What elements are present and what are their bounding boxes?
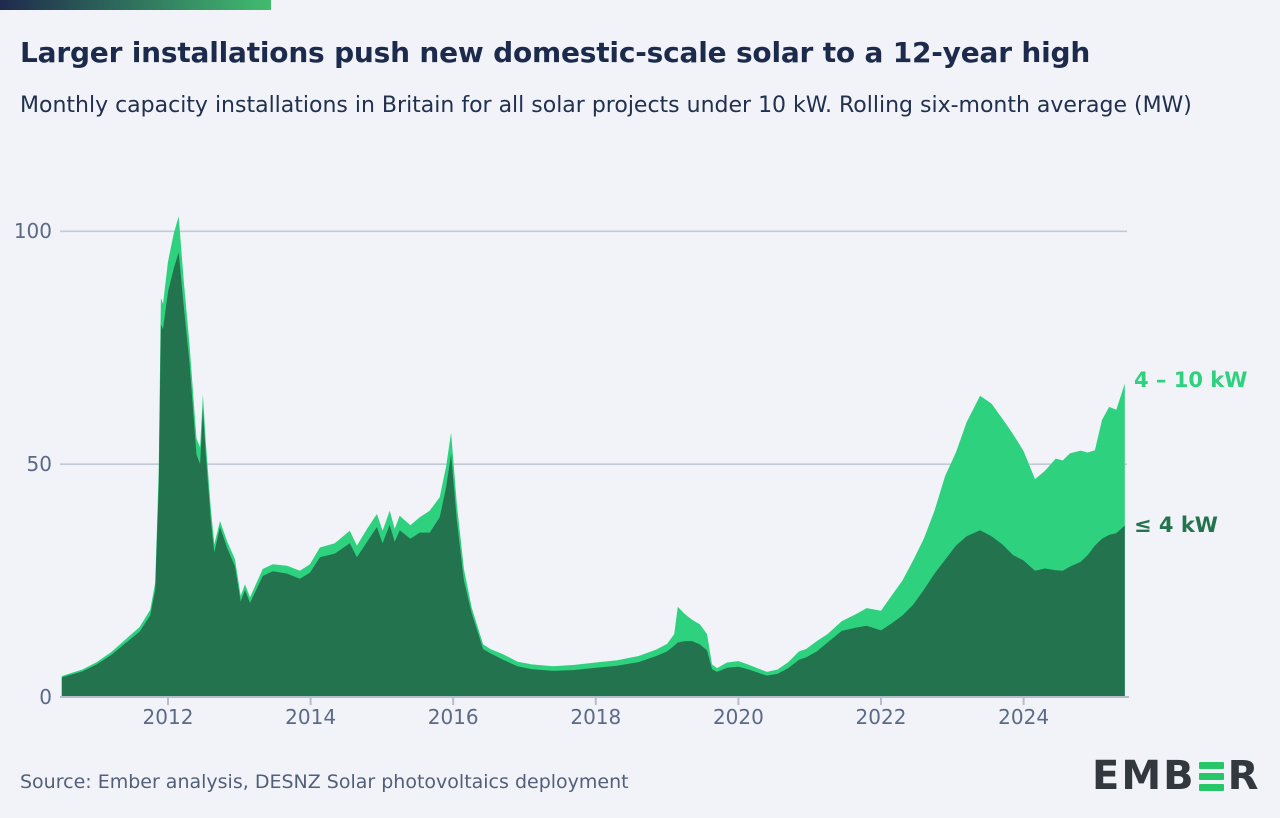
area-series xyxy=(61,216,1125,698)
chart-title: Larger installations push new domestic-s… xyxy=(20,36,1091,69)
gridlines xyxy=(60,230,1127,465)
ember-logo: EMB R xyxy=(1092,753,1260,799)
logo-text-emb: EMB xyxy=(1092,753,1196,799)
logo-text-r: R xyxy=(1227,753,1261,799)
area-le-4kw xyxy=(61,252,1125,698)
logo-bar-e-icon xyxy=(1198,761,1224,791)
legend-label-le-4kw: ≤ 4 kW xyxy=(1134,513,1218,537)
legend-label-4-10kw: 4 – 10 kW xyxy=(1134,368,1248,392)
chart-subtitle: Monthly capacity installations in Britai… xyxy=(20,93,1192,118)
brand-accent-bar xyxy=(0,0,271,10)
source-text: Source: Ember analysis, DESNZ Solar phot… xyxy=(20,771,629,793)
x-axis xyxy=(60,696,1129,705)
